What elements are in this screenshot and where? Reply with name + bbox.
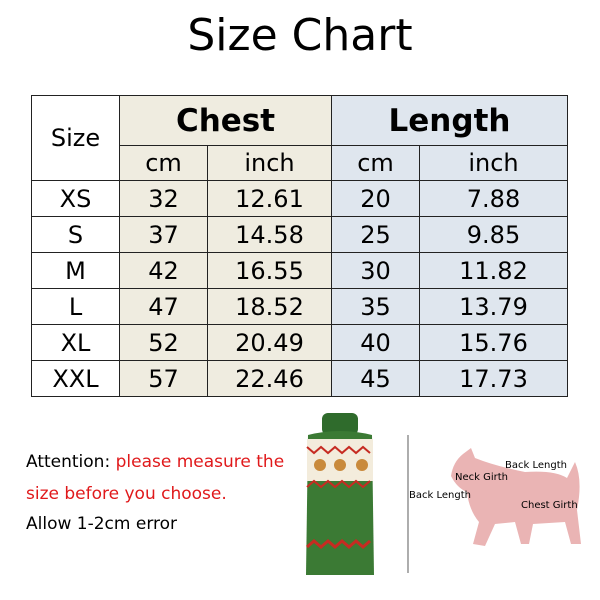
table-row: L 47 18.52 35 13.79 (31, 288, 568, 325)
table-row: XS 32 12.61 20 7.88 (31, 180, 568, 217)
value-cell: 32 (119, 180, 208, 217)
attention-line-1: Attention: please measure the (26, 452, 284, 472)
size-header: Size (31, 95, 120, 181)
value-cell: 13.79 (419, 288, 568, 325)
table-row: XL 52 20.49 40 15.76 (31, 324, 568, 361)
value-cell: 18.52 (207, 288, 332, 325)
value-cell: 9.85 (419, 216, 568, 253)
value-cell: 7.88 (419, 180, 568, 217)
size-cell: L (31, 288, 120, 325)
size-cell: S (31, 216, 120, 253)
value-cell: 11.82 (419, 252, 568, 289)
table-row: M 42 16.55 30 11.82 (31, 252, 568, 289)
chest-header: Chest (119, 95, 332, 146)
value-cell: 37 (119, 216, 208, 253)
unit-header: cm (331, 145, 420, 181)
error-note: Allow 1-2cm error (26, 514, 178, 534)
back-length-label: Back Length (409, 490, 471, 501)
value-cell: 16.55 (207, 252, 332, 289)
value-cell: 57 (119, 360, 208, 397)
chest-girth-label: Chest Girth (521, 500, 578, 511)
value-cell: 20.49 (207, 324, 332, 361)
value-cell: 14.58 (207, 216, 332, 253)
length-header: Length (331, 95, 568, 146)
size-cell: XS (31, 180, 120, 217)
value-cell: 12.61 (207, 180, 332, 217)
value-cell: 45 (331, 360, 420, 397)
value-cell: 40 (331, 324, 420, 361)
unit-header: inch (419, 145, 568, 181)
size-cell: XL (31, 324, 120, 361)
size-cell: M (31, 252, 120, 289)
unit-header: inch (207, 145, 332, 181)
dog-back-length-label: Back Length (505, 460, 567, 471)
value-cell: 47 (119, 288, 208, 325)
size-table: Size Chest Length cm inch cm inch XS 32 12… (31, 95, 568, 397)
attention-line-2: size before you choose. (26, 484, 227, 504)
attention-text: please measure the (115, 452, 285, 472)
value-cell: 22.46 (207, 360, 332, 397)
page-title: Size Chart (187, 10, 413, 61)
value-cell: 20 (331, 180, 420, 217)
size-cell: XXL (31, 360, 120, 397)
value-cell: 35 (331, 288, 420, 325)
value-cell: 17.73 (419, 360, 568, 397)
value-cell: 25 (331, 216, 420, 253)
value-cell: 15.76 (419, 324, 568, 361)
value-cell: 52 (119, 324, 208, 361)
dog-measurement-diagram: Back Length Neck Girth Back Length Chest… (409, 448, 581, 546)
table-row: XXL 57 22.46 45 17.73 (31, 360, 568, 397)
value-cell: 42 (119, 252, 208, 289)
table-row: S 37 14.58 25 9.85 (31, 216, 568, 253)
neck-girth-label: Neck Girth (455, 472, 508, 483)
sweater-image (306, 413, 409, 575)
value-cell: 30 (331, 252, 420, 289)
unit-header: cm (119, 145, 208, 181)
attention-label: Attention: (26, 452, 116, 472)
